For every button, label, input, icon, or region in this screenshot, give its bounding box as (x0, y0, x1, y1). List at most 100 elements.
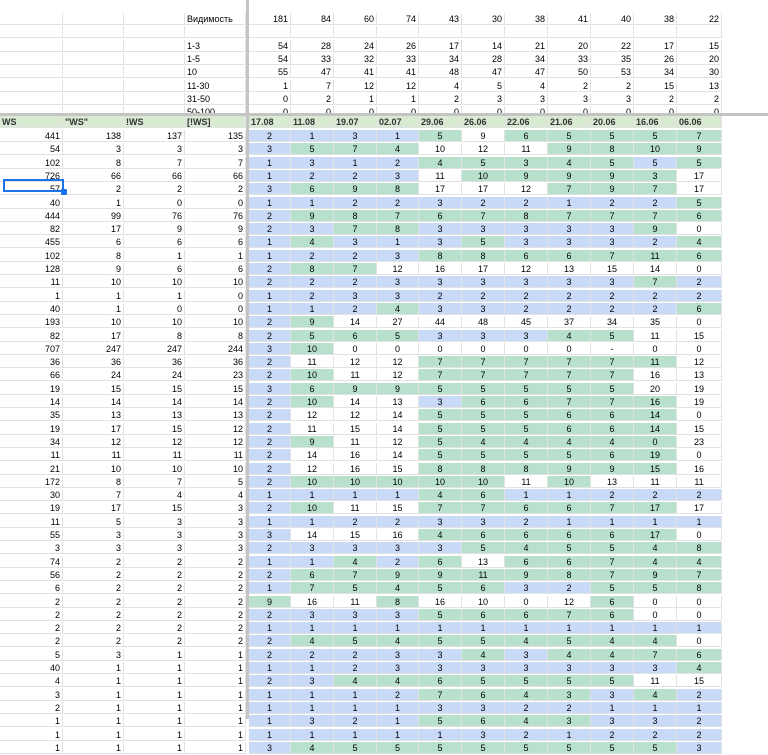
position-cell[interactable]: 6 (462, 688, 505, 701)
position-cell[interactable]: 3 (291, 542, 334, 555)
position-cell[interactable]: 2 (548, 302, 591, 315)
position-cell[interactable]: 6 (591, 422, 634, 435)
date-column-header[interactable]: 26.06 (462, 116, 505, 128)
keyword-count-cell[interactable]: 66 (63, 169, 124, 182)
position-cell[interactable]: 0 (677, 223, 722, 236)
position-cell[interactable]: 1 (377, 130, 419, 142)
position-cell[interactable]: 5 (334, 741, 377, 754)
position-cell[interactable]: 5 (291, 329, 334, 342)
summary-value[interactable]: 3 (548, 92, 591, 105)
position-cell[interactable]: 6 (505, 502, 548, 515)
position-cell[interactable]: 7 (548, 356, 591, 369)
position-cell[interactable]: 15 (677, 422, 722, 435)
position-cell[interactable]: 11 (505, 475, 548, 488)
position-cell[interactable]: 1 (291, 662, 334, 674)
position-cell[interactable]: 11 (634, 329, 677, 342)
position-cell[interactable]: 6 (677, 648, 722, 661)
position-cell[interactable]: 3 (377, 276, 419, 289)
summary-value[interactable]: 4 (505, 79, 548, 92)
position-cell[interactable]: 3 (677, 741, 722, 754)
position-cell[interactable]: 3 (249, 342, 291, 355)
position-cell[interactable]: 6 (591, 608, 634, 621)
summary-value[interactable]: 15 (677, 39, 722, 52)
position-cell[interactable]: 7 (548, 608, 591, 621)
keyword-count-cell[interactable]: 1 (63, 675, 124, 688)
position-cell[interactable]: 2 (249, 675, 291, 688)
summary-value[interactable] (591, 26, 634, 39)
position-cell[interactable]: 7 (548, 396, 591, 408)
position-cell[interactable]: 7 (334, 223, 377, 236)
position-cell[interactable]: 2 (249, 435, 291, 448)
summary-value[interactable]: 41 (548, 13, 591, 25)
keyword-count-cell[interactable]: 1 (185, 675, 246, 688)
position-cell[interactable]: 1 (677, 701, 722, 714)
position-cell[interactable]: 2 (634, 302, 677, 315)
position-cell[interactable]: 7 (462, 356, 505, 369)
position-cell[interactable]: 7 (334, 143, 377, 156)
position-cell[interactable]: 6 (291, 382, 334, 395)
position-cell[interactable]: 1 (334, 701, 377, 714)
position-cell[interactable]: 3 (419, 223, 462, 236)
position-cell[interactable]: 11 (419, 169, 462, 182)
keyword-count-cell[interactable]: 11 (185, 449, 246, 462)
position-cell[interactable]: 1 (377, 701, 419, 714)
position-cell[interactable]: 0 (634, 342, 677, 355)
position-cell[interactable]: 2 (505, 302, 548, 315)
position-cell[interactable]: 6 (548, 249, 591, 262)
position-cell[interactable]: 5 (591, 329, 634, 342)
position-cell[interactable]: 6 (505, 130, 548, 142)
position-cell[interactable]: 2 (291, 249, 334, 262)
position-cell[interactable]: 2 (291, 289, 334, 302)
position-cell[interactable]: 3 (334, 289, 377, 302)
position-cell[interactable]: 3 (334, 608, 377, 621)
keyword-count-cell[interactable]: 1 (63, 662, 124, 674)
keyword-count-cell[interactable]: 1 (124, 249, 185, 262)
position-cell[interactable]: 5 (419, 435, 462, 448)
position-cell[interactable]: 3 (591, 715, 634, 728)
position-cell[interactable]: 0 (677, 342, 722, 355)
position-cell[interactable]: 2 (377, 688, 419, 701)
keyword-count-cell[interactable]: 1 (185, 715, 246, 728)
position-cell[interactable]: 4 (677, 662, 722, 674)
keyword-count-cell[interactable]: 8 (63, 156, 124, 169)
date-column-header[interactable]: 11.08 (291, 116, 334, 128)
keyword-count-cell[interactable]: 40 (0, 302, 63, 315)
summary-value[interactable]: 40 (591, 13, 634, 25)
position-cell[interactable]: 3 (377, 608, 419, 621)
keyword-count-cell[interactable]: 2 (185, 183, 246, 196)
keyword-count-cell[interactable]: 76 (185, 209, 246, 222)
position-cell[interactable]: 1 (377, 728, 419, 741)
keyword-count-cell[interactable]: 6 (63, 236, 124, 249)
position-cell[interactable]: 17 (634, 502, 677, 515)
position-cell[interactable]: 14 (334, 396, 377, 408)
position-cell[interactable]: 5 (548, 130, 591, 142)
position-cell[interactable]: 0 (634, 595, 677, 608)
position-cell[interactable]: 9 (548, 143, 591, 156)
keyword-count-cell[interactable]: 3 (185, 502, 246, 515)
position-cell[interactable]: 6 (505, 555, 548, 568)
position-cell[interactable]: 2 (505, 196, 548, 209)
keyword-count-cell[interactable]: 3 (124, 542, 185, 555)
position-cell[interactable]: 12 (377, 369, 419, 382)
keyword-count-cell[interactable]: 4 (124, 489, 185, 502)
position-cell[interactable]: 2 (249, 369, 291, 382)
keyword-count-cell[interactable]: 1 (185, 249, 246, 262)
position-cell[interactable]: 11 (462, 568, 505, 581)
position-cell[interactable]: 2 (377, 196, 419, 209)
position-cell[interactable]: 0 (677, 409, 722, 422)
cell-empty[interactable] (63, 66, 124, 79)
position-cell[interactable]: 5 (419, 130, 462, 142)
position-cell[interactable]: 4 (505, 688, 548, 701)
cell-empty[interactable] (124, 92, 185, 105)
position-cell[interactable]: 5 (634, 130, 677, 142)
keyword-count-cell[interactable]: 15 (124, 382, 185, 395)
position-cell[interactable]: 9 (419, 568, 462, 581)
summary-value[interactable]: 41 (377, 66, 419, 79)
position-cell[interactable]: 7 (677, 568, 722, 581)
keyword-count-cell[interactable]: 24 (124, 369, 185, 382)
position-cell[interactable]: 2 (634, 489, 677, 502)
summary-value[interactable] (505, 26, 548, 39)
position-cell[interactable]: 14 (377, 422, 419, 435)
position-cell[interactable]: 3 (249, 143, 291, 156)
keyword-count-cell[interactable]: 10 (124, 462, 185, 475)
